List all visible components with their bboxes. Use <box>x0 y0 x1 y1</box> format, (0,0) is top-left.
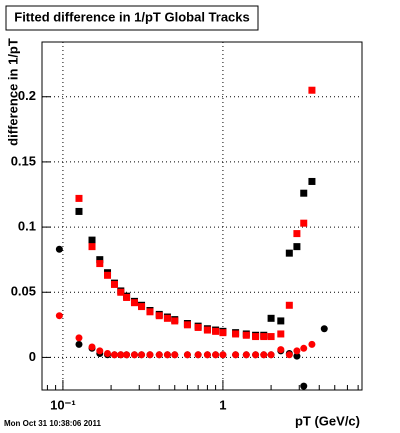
square-marker <box>183 321 191 329</box>
circle-marker <box>110 351 118 359</box>
square-marker <box>155 312 163 320</box>
square-marker <box>117 288 125 296</box>
x-tick-label: 10⁻¹ <box>50 397 76 412</box>
circle-marker <box>260 351 268 359</box>
circle-marker <box>183 351 191 359</box>
square-marker <box>260 333 268 341</box>
circle-marker <box>104 350 112 358</box>
square-marker <box>308 177 316 185</box>
circle-marker <box>123 351 131 359</box>
circle-marker <box>55 312 63 320</box>
circle-marker <box>55 245 63 253</box>
circle-marker <box>163 351 171 359</box>
square-marker <box>212 327 220 335</box>
circle-marker <box>308 340 316 348</box>
circle-marker <box>300 344 308 352</box>
square-marker <box>252 333 260 341</box>
circle-marker <box>96 347 104 355</box>
y-tick-label: 0.2 <box>18 88 36 103</box>
square-marker <box>203 326 211 334</box>
circle-marker <box>75 334 83 342</box>
square-marker <box>277 330 285 338</box>
circle-marker <box>267 351 275 359</box>
square-marker <box>194 323 202 331</box>
square-marker <box>75 207 83 215</box>
circle-marker <box>277 346 285 354</box>
square-marker <box>88 236 96 244</box>
circle-marker <box>171 351 179 359</box>
circle-marker <box>194 351 202 359</box>
square-marker <box>242 331 250 339</box>
square-marker <box>146 308 154 316</box>
circle-marker <box>146 351 154 359</box>
square-marker <box>138 303 146 311</box>
circle-marker <box>242 351 250 359</box>
square-marker <box>163 314 171 322</box>
circle-marker <box>300 382 308 390</box>
square-marker <box>123 293 131 301</box>
circle-marker <box>293 352 301 360</box>
y-tick-label: 0.05 <box>11 284 36 299</box>
square-marker <box>308 86 316 94</box>
y-tick-label: 0.15 <box>11 153 36 168</box>
footer: Mon Oct 31 10:38:06 2011 <box>4 419 101 428</box>
square-marker <box>277 317 285 325</box>
square-marker <box>232 330 240 338</box>
circle-marker <box>232 351 240 359</box>
square-marker <box>293 230 301 238</box>
circle-marker <box>75 340 83 348</box>
square-marker <box>300 219 308 227</box>
square-marker <box>267 333 275 341</box>
chart-title: Fitted difference in 1/pT Global Tracks <box>14 9 250 24</box>
square-marker <box>267 314 275 322</box>
square-marker <box>110 280 118 288</box>
circle-marker <box>138 351 146 359</box>
circle-marker <box>212 351 220 359</box>
circle-marker <box>219 351 227 359</box>
square-marker <box>130 299 138 307</box>
square-marker <box>88 243 96 251</box>
circle-marker <box>293 347 301 355</box>
circle-marker <box>252 351 260 359</box>
circle-marker <box>285 351 293 359</box>
x-tick-label: 1 <box>219 397 226 412</box>
square-marker <box>96 256 104 264</box>
x-axis-label: pT (GeV/c) <box>295 413 360 428</box>
square-marker <box>300 189 308 197</box>
plot-frame <box>41 41 363 391</box>
circle-marker <box>88 343 96 351</box>
circle-marker <box>155 351 163 359</box>
square-marker <box>293 243 301 251</box>
square-marker <box>219 329 227 337</box>
circle-marker <box>320 325 328 333</box>
y-axis-label: difference in 1/pT <box>5 38 20 146</box>
square-marker <box>285 301 293 309</box>
title-box <box>5 5 259 31</box>
square-marker <box>171 317 179 325</box>
circle-marker <box>117 351 125 359</box>
square-marker <box>104 271 112 279</box>
y-tick-label: 0 <box>29 349 36 364</box>
square-marker <box>75 194 83 202</box>
square-marker <box>285 249 293 257</box>
circle-marker <box>130 351 138 359</box>
circle-marker <box>203 351 211 359</box>
square-marker <box>96 260 104 268</box>
y-tick-label: 0.1 <box>18 219 36 234</box>
